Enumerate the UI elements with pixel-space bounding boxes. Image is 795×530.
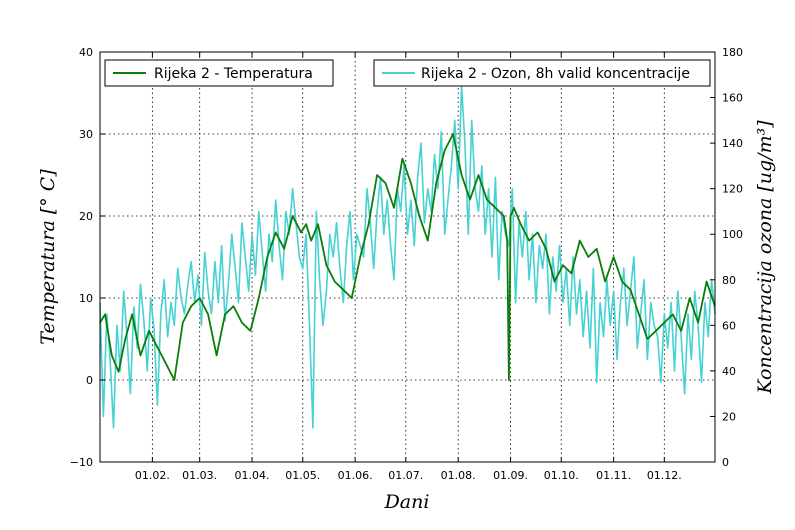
left-tick-label: 30: [79, 128, 93, 141]
legend-temperature: Rijeka 2 - Temperatura: [104, 59, 334, 87]
right-tick-label: 80: [722, 274, 736, 287]
x-tick-label: 01.10.: [544, 469, 579, 482]
right-tick-label: 0: [722, 456, 729, 469]
temperature-line: [99, 133, 716, 381]
left-tick-label: 20: [79, 210, 93, 223]
left-tick-label: 0: [86, 374, 93, 387]
x-tick-label: 01.12.: [647, 469, 682, 482]
legend-ozone-label: Rijeka 2 - Ozon, 8h valid koncentracije: [421, 66, 690, 82]
right-tick-label: 40: [722, 365, 736, 378]
x-tick-label: 01.04.: [235, 469, 270, 482]
plot-frame: [99, 51, 716, 463]
right-tick-label: 120: [722, 183, 743, 196]
right-tick-label: 20: [722, 410, 736, 423]
legend-temperature-label: Rijeka 2 - Temperatura: [154, 66, 313, 82]
series-ozone: [99, 85, 716, 429]
x-tick-label: 01.02.: [135, 469, 170, 482]
series-temperature: [99, 133, 716, 381]
x-tick-label: 01.05.: [285, 469, 320, 482]
right-tick-label: 60: [722, 319, 736, 332]
x-axis-title: Dani: [384, 491, 430, 513]
x-tick-label: 01.07.: [388, 469, 423, 482]
x-tick-label: 01.08.: [441, 469, 476, 482]
left-tick-label: −10: [70, 456, 93, 469]
right-tick-label: 180: [722, 46, 743, 59]
left-axis-ticks: −10 0 10 20 30 40: [70, 46, 105, 469]
x-tick-label: 01.03.: [182, 469, 217, 482]
x-tick-label: 01.06.: [338, 469, 373, 482]
right-tick-label: 100: [722, 228, 743, 241]
x-tick-label: 01.11.: [596, 469, 631, 482]
left-axis-title: Temperatura [° C]: [37, 169, 59, 345]
legend-ozone: Rijeka 2 - Ozon, 8h valid koncentracije: [373, 59, 711, 87]
left-tick-label: 40: [79, 46, 93, 59]
right-tick-label: 140: [722, 137, 743, 150]
right-axis-title: Koncentracija ozona [ug/m³]: [754, 120, 776, 395]
x-tick-label: 01.09.: [493, 469, 528, 482]
right-tick-label: 160: [722, 92, 743, 105]
grid: [100, 52, 715, 462]
left-tick-label: 10: [79, 292, 93, 305]
ozone-line: [99, 85, 716, 429]
x-axis-ticks: 01.02. 01.03. 01.04. 01.05. 01.06. 01.07. 01.0…: [135, 52, 682, 482]
right-axis-ticks: 0 20 40 60 80 100 120 140 160 180: [710, 46, 743, 469]
